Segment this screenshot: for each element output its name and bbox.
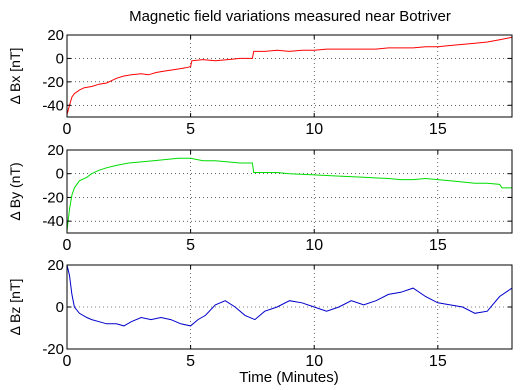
- x-axis-label: Time (Minutes): [239, 369, 338, 386]
- y-tick-label: -40: [42, 213, 64, 230]
- y-tick-label: -20: [42, 341, 64, 358]
- x-tick-label: 5: [186, 237, 195, 254]
- y-tick-label: -20: [42, 74, 64, 91]
- y-tick-label: 20: [47, 142, 64, 159]
- y-tick-label: 0: [56, 299, 64, 316]
- y-tick-label: 0: [56, 50, 64, 67]
- series-line-1-1: [66, 36, 513, 115]
- x-tick-label: 15: [429, 121, 447, 138]
- y-tick-label: 20: [47, 27, 64, 44]
- y-tick-label: -40: [42, 97, 64, 114]
- y-tick-label: -20: [42, 189, 64, 206]
- x-tick-label: 0: [63, 121, 72, 138]
- x-tick-label: 10: [305, 237, 323, 254]
- x-tick-label: 0: [63, 353, 72, 370]
- x-tick-label: 15: [429, 353, 447, 370]
- x-tick-label: 15: [429, 237, 447, 254]
- y-axis-label: Δ Bz [nT]: [7, 279, 23, 336]
- plot-frame: [66, 149, 513, 234]
- x-tick-label: 10: [305, 121, 323, 138]
- plot-frame: [66, 264, 513, 350]
- x-tick-label: 5: [186, 121, 195, 138]
- panel-2: 0 5 10 15 20 0 -20 -40 Δ By (nT): [7, 142, 513, 254]
- series-line-2-1: [66, 157, 512, 231]
- chart-title: Magnetic field variations measured near …: [129, 8, 451, 25]
- panel-1: 0 5 10 15 20 0 -20 -40 Δ Bx [nT]: [7, 27, 513, 138]
- x-tick-label: 10: [305, 353, 323, 370]
- series-line-3-1: [66, 264, 513, 327]
- x-tick-label: 5: [186, 353, 195, 370]
- y-tick-label: 20: [47, 257, 64, 274]
- y-axis-label: Δ Bx [nT]: [7, 48, 23, 105]
- x-tick-label: 0: [63, 237, 72, 254]
- plot-frame: [66, 34, 513, 118]
- y-axis-label: Δ By (nT): [7, 162, 23, 220]
- y-tick-label: 0: [56, 166, 64, 183]
